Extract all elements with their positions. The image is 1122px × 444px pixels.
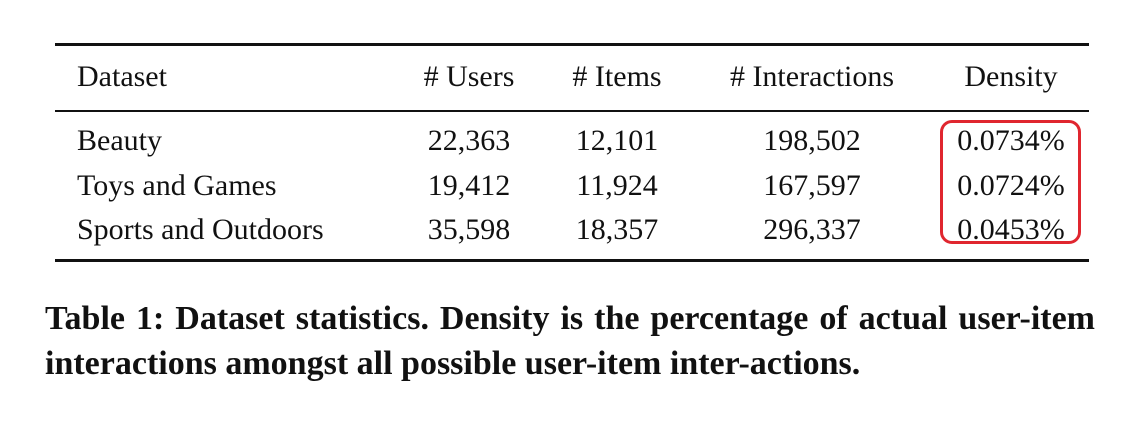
cell-items: 12,101 — [575, 124, 659, 157]
header-items: # Items — [572, 60, 662, 93]
cell-dataset: Sports and Outdoors — [77, 213, 324, 246]
cell-density: 0.0453% — [957, 213, 1065, 246]
cell-users: 19,412 — [427, 169, 511, 202]
table-caption: Table 1: Dataset statistics. Density is … — [45, 296, 1095, 386]
cell-interactions: 296,337 — [763, 213, 861, 246]
cell-density: 0.0724% — [957, 169, 1065, 202]
cell-interactions: 198,502 — [763, 124, 861, 157]
header-interactions: # Interactions — [729, 60, 895, 93]
caption-label: Table 1: — [45, 300, 165, 337]
cell-items: 11,924 — [576, 169, 658, 202]
cell-dataset: Beauty — [77, 124, 162, 157]
header-dataset: Dataset — [77, 60, 167, 93]
cell-users: 22,363 — [427, 124, 511, 157]
cell-density: 0.0734% — [957, 124, 1065, 157]
table-bottom-rule — [55, 259, 1089, 262]
cell-interactions: 167,597 — [763, 169, 861, 202]
header-density: Density — [964, 60, 1058, 93]
table-top-rule — [55, 43, 1089, 46]
caption-text: Dataset statistics. Density is the perce… — [45, 300, 1096, 382]
density-highlight-box — [940, 120, 1081, 244]
table-mid-rule — [55, 110, 1089, 112]
header-users: # Users — [423, 60, 515, 93]
cell-items: 18,357 — [575, 213, 659, 246]
cell-dataset: Toys and Games — [77, 169, 277, 202]
cell-users: 35,598 — [427, 213, 511, 246]
